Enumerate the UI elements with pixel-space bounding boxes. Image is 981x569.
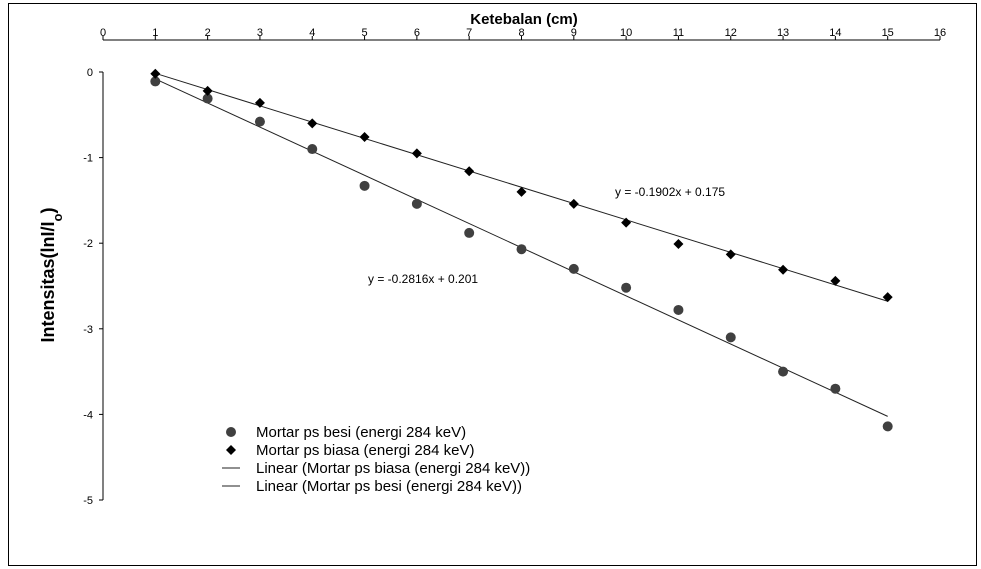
- x-tick-label: 14: [829, 27, 841, 39]
- data-point-0: [673, 304, 684, 315]
- y-tick-label: -4: [83, 409, 93, 421]
- x-tick-label: 12: [725, 27, 737, 39]
- x-tick-label: 13: [777, 27, 789, 39]
- equation-besi: y = -0.2816x + 0.201: [368, 272, 478, 286]
- data-point-1: [516, 186, 527, 197]
- y-tick-label: -2: [83, 238, 93, 250]
- y-axis-title-main: Intensitas(lnI/I: [38, 221, 58, 342]
- chart-frame: [8, 3, 977, 566]
- legend-label-1: Mortar ps biasa (energi 284 keV): [256, 442, 474, 459]
- legend-label-0: Mortar ps besi (energi 284 keV): [256, 424, 466, 441]
- data-point-1: [830, 275, 841, 286]
- legend-label-2: Linear (Mortar ps biasa (energi 284 keV)…: [256, 460, 530, 477]
- axes: 0 1 2 3 4 5 6 7 8 9 10 11 12 13 14 15 160-1-2-3-4-5: [83, 27, 946, 507]
- x-tick-label: 10: [620, 27, 632, 39]
- data-point-1: [882, 292, 893, 303]
- legend-label-3: Linear (Mortar ps besi (energi 284 keV)): [256, 478, 522, 495]
- data-point-0: [202, 93, 213, 104]
- x-tick-label: 8: [518, 27, 524, 39]
- equation-biasa: y = -0.1902x + 0.175: [615, 185, 725, 199]
- y-axis-title: Intensitas(lnI/Io): [38, 208, 65, 343]
- data-point-0: [464, 227, 475, 238]
- x-axis-title: Ketebalan (cm): [470, 11, 578, 28]
- data-point-0: [568, 263, 579, 274]
- y-tick-label: -3: [83, 324, 93, 336]
- data-point-1: [673, 239, 684, 250]
- data-point-1: [725, 249, 736, 260]
- data-point-0: [621, 282, 632, 293]
- x-tick-label: 11: [673, 27, 684, 39]
- data-point-1: [307, 118, 318, 129]
- x-tick-label: 0: [100, 27, 106, 39]
- x-tick-label: 4: [309, 27, 315, 39]
- x-tick-label: 2: [205, 27, 211, 39]
- x-tick-label: 1: [152, 27, 158, 39]
- x-tick-label: 15: [882, 27, 894, 39]
- data-point-1: [150, 68, 161, 79]
- data-point-1: [254, 97, 265, 108]
- data-point-0: [150, 76, 161, 87]
- x-tick-label: 7: [466, 27, 472, 39]
- data-point-1: [778, 264, 789, 275]
- data-point-1: [568, 198, 579, 209]
- x-tick-label: 16: [934, 27, 946, 39]
- y-tick-label: -5: [83, 495, 93, 507]
- legend: Mortar ps besi (energi 284 keV)Mortar ps…: [222, 424, 530, 495]
- y-tick-label: -1: [83, 153, 93, 165]
- data-point-1: [202, 85, 213, 96]
- data-point-0: [411, 198, 422, 209]
- x-tick-label: 6: [414, 27, 420, 39]
- data-point-0: [725, 332, 736, 343]
- data-points: [150, 68, 893, 432]
- data-point-0: [778, 366, 789, 377]
- data-point-0: [359, 180, 370, 191]
- data-point-1: [621, 217, 632, 228]
- y-axis-title-close: ): [38, 208, 58, 214]
- data-point-0: [516, 244, 527, 255]
- x-tick-label: 5: [362, 27, 368, 39]
- y-axis-title-sub: o: [50, 213, 65, 221]
- data-point-0: [254, 116, 265, 127]
- data-point-0: [307, 144, 318, 155]
- y-tick-label: 0: [87, 67, 93, 79]
- data-point-0: [830, 383, 841, 394]
- legend-marker-0: [226, 427, 236, 437]
- data-point-0: [882, 421, 893, 432]
- x-tick-label: 9: [571, 27, 577, 39]
- legend-marker-1: [226, 445, 236, 455]
- x-tick-label: 3: [257, 27, 263, 39]
- data-point-1: [464, 166, 475, 177]
- data-point-1: [411, 148, 422, 159]
- data-point-1: [359, 132, 370, 143]
